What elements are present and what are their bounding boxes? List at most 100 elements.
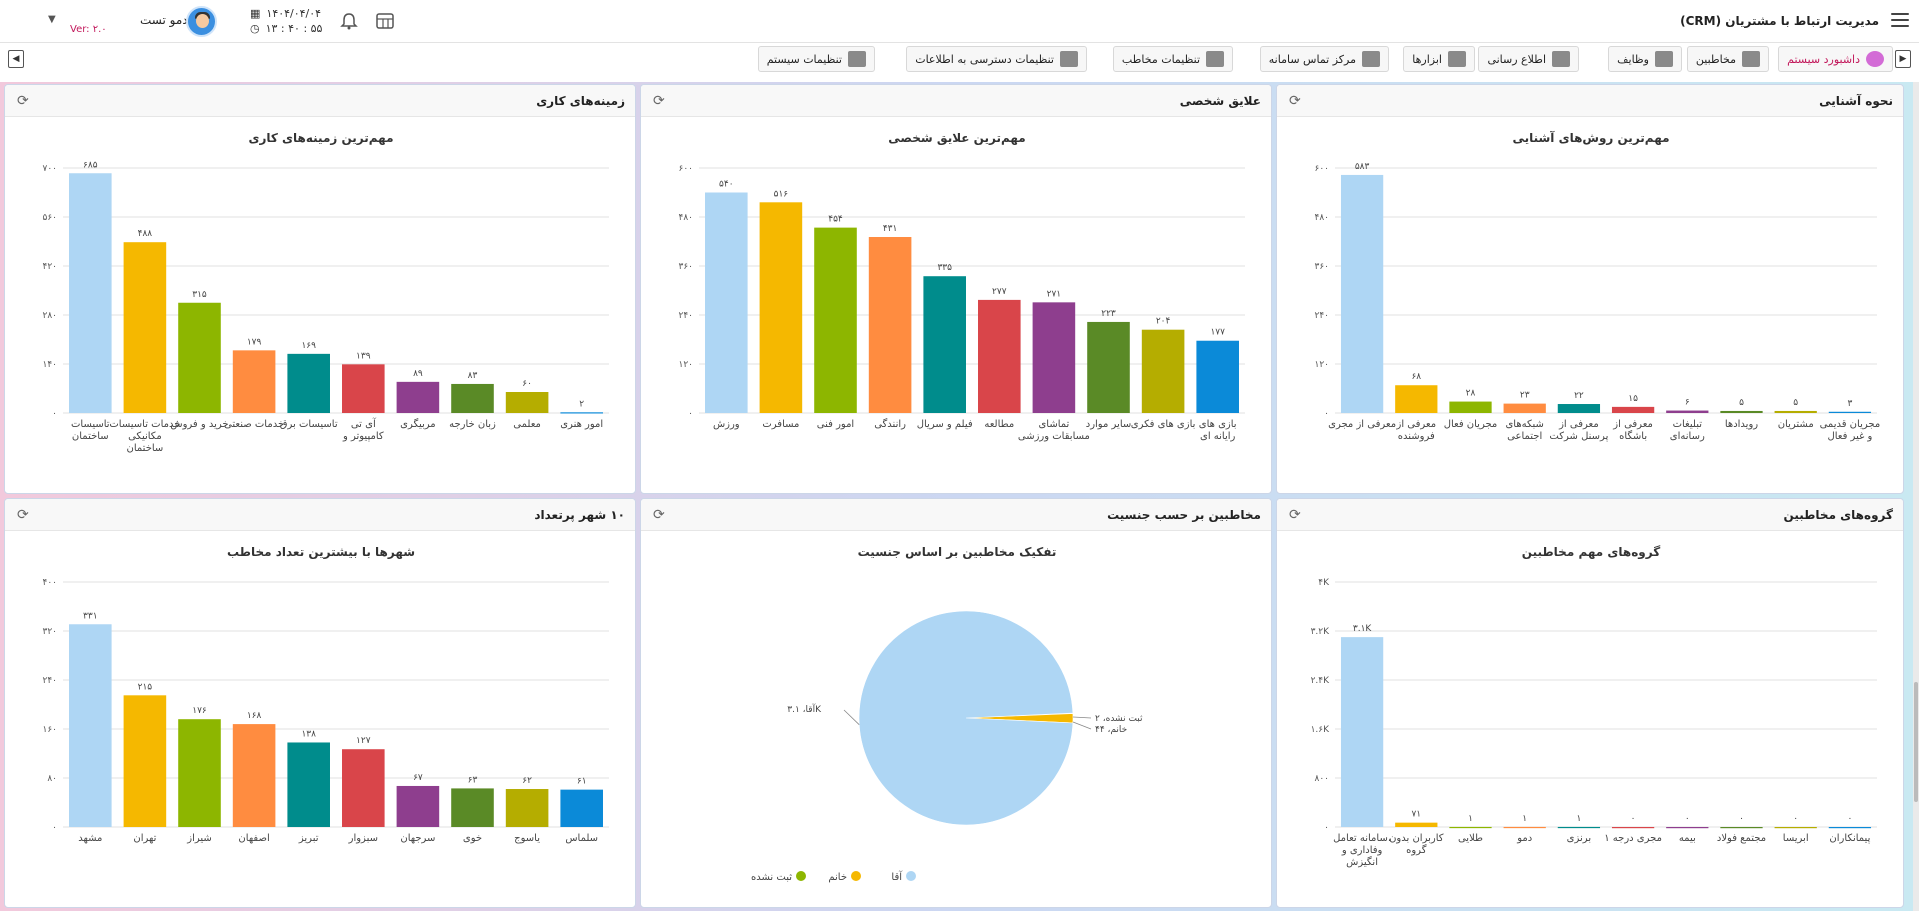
bar [1449, 826, 1492, 829]
x-tick-label: مشهد [78, 833, 102, 844]
x-tick-label: مطالعه [984, 419, 1014, 430]
fields-chart: مهم‌ترین زمینه‌های کاری ۰ ۱۴۰ ۲۸۰ ۴۲۰ ۵۶۰ ۷۰۰ ۲… [42, 131, 609, 454]
clock-icon: ◷ [250, 22, 260, 35]
y-tick-label: ۸۰۰ [1314, 774, 1329, 784]
refresh-icon[interactable]: ⟳ [1289, 507, 1301, 523]
avatar[interactable] [186, 6, 217, 37]
chart-title: مهم‌ترین علایق شخصی [888, 131, 1025, 145]
bar [69, 173, 112, 413]
refresh-icon[interactable]: ⟳ [1289, 93, 1301, 109]
bar [1828, 411, 1872, 413]
nav-item-system-settings[interactable]: تنظیمات سیستم [757, 46, 875, 72]
data-label: ۲۱۵ [138, 682, 153, 692]
bar [287, 353, 330, 413]
data-label: ۵۴۰ [719, 180, 734, 190]
nav-item-dashboard[interactable]: داشبورد سیستم [1778, 46, 1893, 72]
current-time: ۱۳ : ۴۰ : ۵۵ [265, 22, 323, 35]
legend-item: خانم [828, 872, 847, 883]
bar [1720, 410, 1763, 413]
refresh-icon[interactable]: ⟳ [653, 507, 665, 523]
bar [1611, 406, 1655, 413]
interests-chart: مهم‌ترین علایق شخصی ۰ ۱۲۰ ۲۴۰ ۳۶۰ ۴۸۰ ۶۰۰ ۱۷۷ با… [678, 131, 1245, 442]
legend-item: آقا [891, 870, 903, 883]
data-label: ۱۶۸ [247, 711, 262, 721]
x-tick-label: اصفهان [238, 833, 269, 844]
bar [1828, 827, 1872, 829]
pie-data-label: آقا، ۳.۱K [787, 703, 822, 715]
y-tick-label: ۳۶۰ [1314, 262, 1329, 272]
y-tick-label: ۲۴۰ [42, 676, 57, 686]
x-tick-label: طلایی [1458, 833, 1483, 844]
x-tick-label: مشتریان [1778, 419, 1814, 430]
x-tick-label: مجریان فعال [1444, 419, 1498, 430]
y-tick-label: ۲۴۰ [678, 311, 693, 321]
x-tick-label: خرید و فروش [170, 419, 228, 430]
x-tick-label: یاسوج [514, 833, 540, 844]
nav-item-tasks[interactable]: وظایف [1608, 46, 1682, 72]
data-label: ۶۳ [468, 775, 478, 785]
nav-item-contact-settings[interactable]: تنظیمات مخاطب [1112, 46, 1233, 72]
data-label: ۱ [1576, 814, 1581, 824]
user-name[interactable]: دمو تست [140, 13, 188, 27]
data-label: ۲۷۷ [992, 287, 1007, 297]
y-tick-label: ۲.۴K [1311, 676, 1331, 686]
panel-gender: مخاطبین بر حسب جنسیت ⟳ تفکیک مخاطبین بر … [640, 498, 1272, 908]
data-label: ۲۰۴ [1156, 317, 1171, 327]
nav-item-access-settings[interactable]: تنظیمات دسترسی به اطلاعات [906, 46, 1087, 72]
panel-fields: زمینه‌های کاری ⟳ مهم‌ترین زمینه‌های کاری… [4, 84, 636, 494]
x-tick-label: سبزوار [348, 833, 378, 844]
bar [1557, 826, 1601, 829]
calendar-icon: ▦ [250, 7, 261, 20]
refresh-icon[interactable]: ⟳ [17, 507, 29, 523]
nav-item-notifications[interactable]: اطلاع رسانی [1478, 46, 1579, 72]
phone-icon [1362, 51, 1380, 67]
panel-acquaintance: نحوه آشنایی ⟳ مهم‌ترین روش‌های آشنایی ۰ ۱۲… [1276, 84, 1904, 494]
data-label: ۴۸۸ [138, 229, 153, 239]
calculator-icon[interactable] [376, 12, 394, 30]
x-tick-label: برنزی [1567, 833, 1591, 844]
data-label: ۲ [579, 399, 584, 409]
y-tick-label: ۲۴۰ [1314, 311, 1329, 321]
bar [705, 192, 748, 413]
hamburger-menu-icon[interactable] [1891, 13, 1909, 27]
data-label: ۱ [1468, 814, 1473, 824]
data-label: ۱۷۶ [192, 706, 207, 716]
current-date: ۱۴۰۴/۰۴/۰۴ [266, 7, 322, 20]
data-label: ۸۹ [413, 369, 423, 379]
legend-swatch [851, 871, 861, 881]
nav-scroll-right-button[interactable]: ▶ [1895, 50, 1911, 68]
refresh-icon[interactable]: ⟳ [17, 93, 29, 109]
panel-title: ۱۰ شهر پرتعداد [534, 508, 625, 522]
x-tick-label: مربیگری [400, 418, 436, 430]
refresh-icon[interactable]: ⟳ [653, 93, 665, 109]
chevron-down-icon[interactable]: ▼ [48, 14, 56, 25]
x-tick-label: معرفی از فروشنده [1395, 419, 1436, 442]
data-label: ۱۶۹ [301, 341, 316, 351]
nav-item-call-center[interactable]: مرکز تماس سامانه [1259, 46, 1389, 72]
nav-item-tools[interactable]: ابزارها [1403, 46, 1475, 72]
bell-icon[interactable] [340, 12, 358, 30]
x-tick-label: مسافرت [762, 419, 799, 430]
version-label: Ver: ۲.۰ [70, 24, 107, 35]
bar [814, 227, 857, 413]
legend-swatch [796, 871, 806, 881]
bar [505, 789, 549, 827]
bar [1141, 329, 1185, 413]
data-label: ۶ [1685, 398, 1690, 408]
x-tick-label: شبکه‌های اجتماعی [1505, 419, 1543, 442]
data-label: ۶۰ [522, 379, 532, 389]
envelope-icon [1552, 51, 1570, 67]
x-tick-label: سرجهان [400, 833, 435, 844]
nav-scroll-left-button[interactable]: ◀ [8, 50, 24, 68]
gender-chart: تفکیک مخاطبین بر اساس جنسیت آقا، ۳.۱K ثبت … [751, 545, 1143, 883]
nav-item-contacts[interactable]: مخاطبین [1686, 46, 1769, 72]
bar [1611, 827, 1655, 829]
chart-title: شهرها با بیشترین تعداد مخاطب [227, 545, 415, 559]
data-label: ۶۸ [1411, 372, 1421, 382]
bell-icon [1655, 51, 1673, 67]
bar [123, 242, 167, 413]
page-scrollbar[interactable] [1913, 82, 1919, 911]
x-tick-label: پیمانکاران [1829, 833, 1870, 844]
bar [868, 237, 912, 413]
x-tick-label: تبریز [298, 833, 319, 844]
